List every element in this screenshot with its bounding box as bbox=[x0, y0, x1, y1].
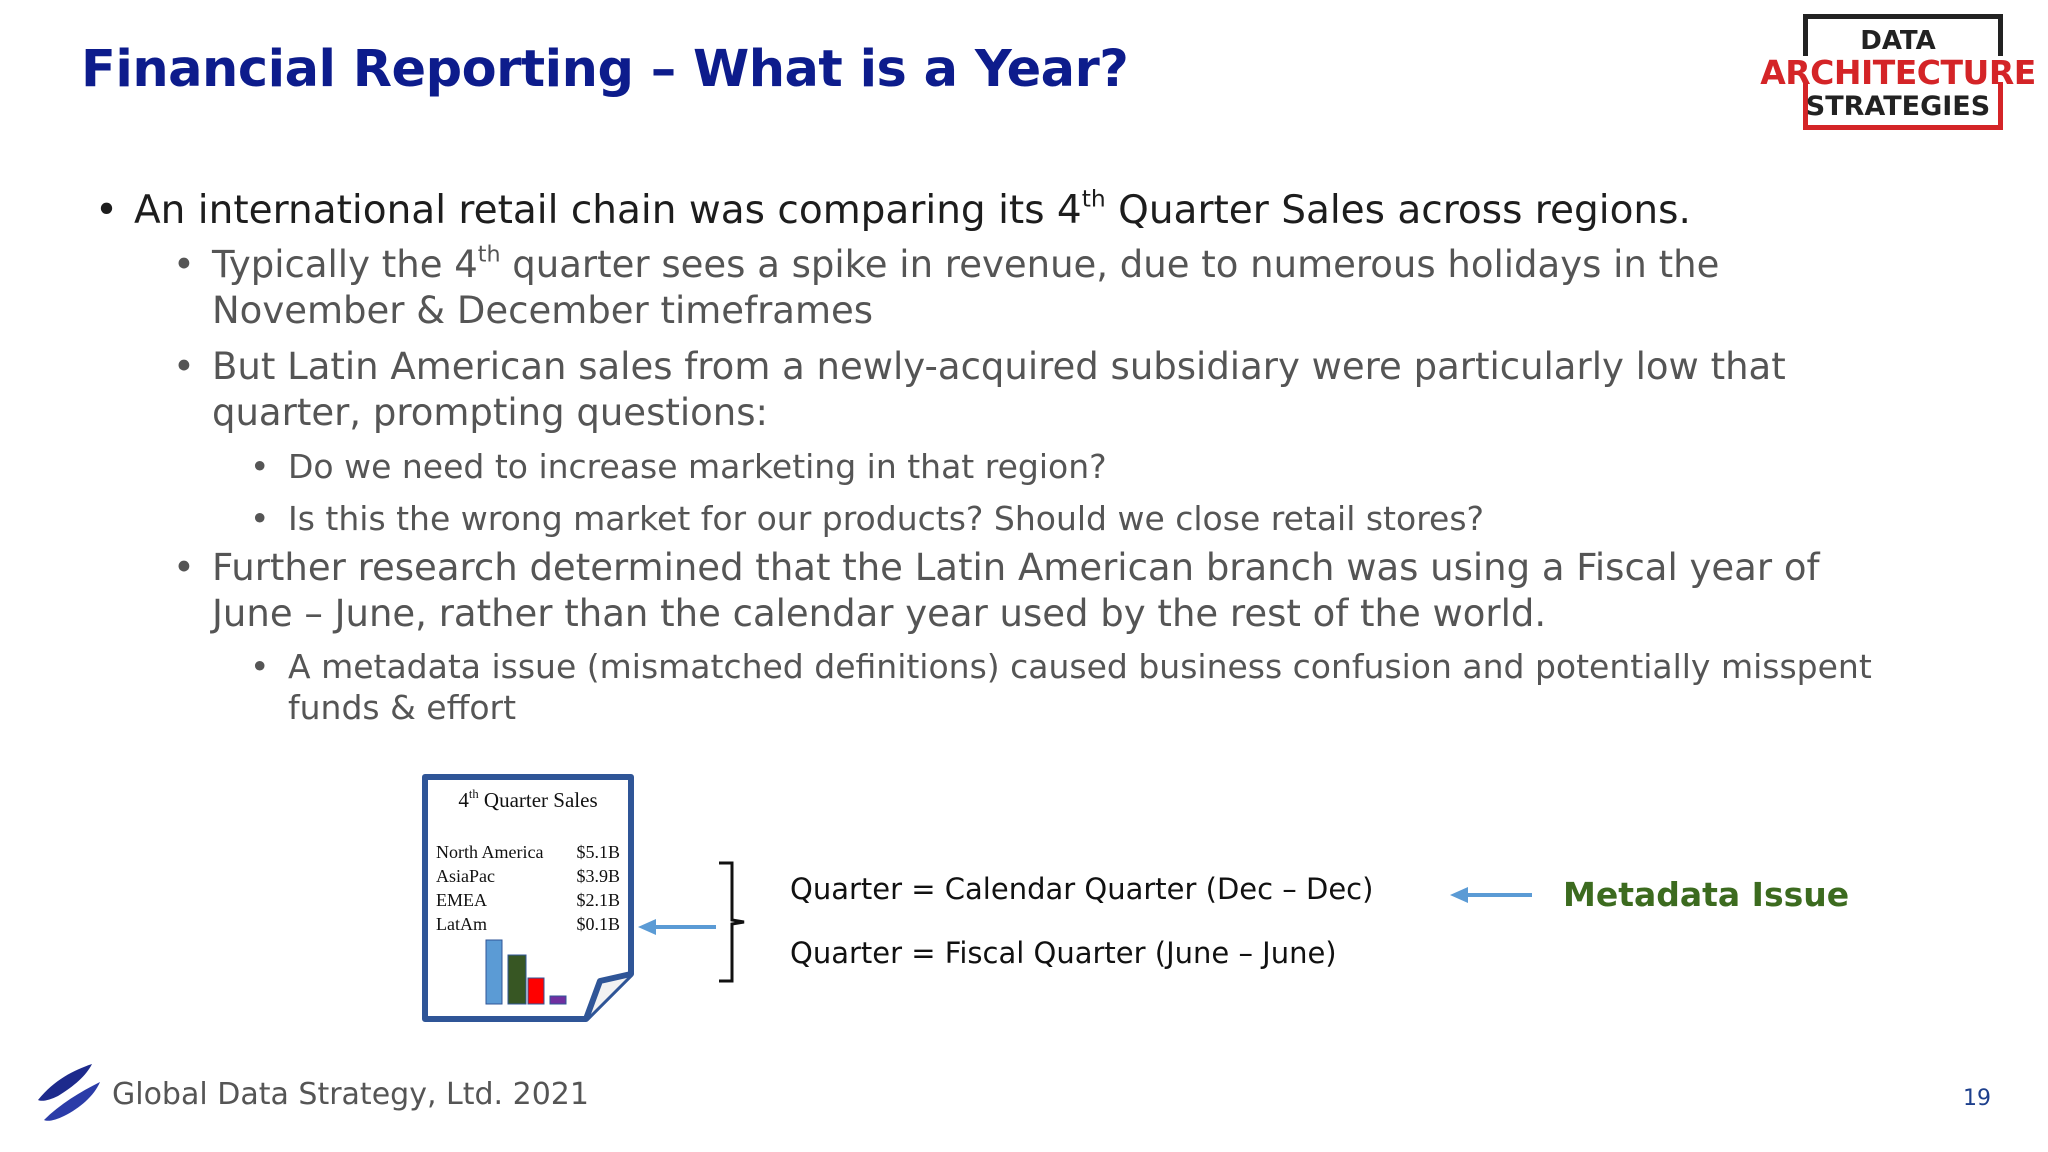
bullet-list: An international retail chain was compar… bbox=[95, 186, 1895, 728]
sales-row: AsiaPac $3.9B bbox=[436, 866, 620, 886]
logo-frame-bottom bbox=[1803, 82, 2003, 130]
global-data-strategy-logo-icon bbox=[38, 1064, 100, 1121]
document-outline bbox=[422, 774, 634, 1022]
sales-row: EMEA $2.1B bbox=[436, 890, 620, 910]
sales-bar bbox=[485, 939, 503, 1005]
bullet-fiscal-year-finding: Further research determined that the Lat… bbox=[95, 545, 1875, 637]
logo-line-1: DATA bbox=[1860, 26, 1936, 56]
footer-copyright: Global Data Strategy, Ltd. 2021 bbox=[112, 1077, 589, 1112]
arrow-left-icon bbox=[638, 919, 716, 935]
sales-bar bbox=[527, 977, 545, 1005]
page-number: 19 bbox=[1963, 1086, 1991, 1111]
sales-bar bbox=[507, 954, 527, 1005]
logo-line-3: STRATEGIES bbox=[1805, 91, 1991, 122]
quarter-sales-document: 4th Quarter Sales North America $5.1B Asi… bbox=[422, 774, 634, 1022]
sales-row: LatAm $0.1B bbox=[436, 914, 620, 934]
mini-bar-chart bbox=[485, 939, 567, 1005]
bullet-latam-sales-low: But Latin American sales from a newly-ac… bbox=[95, 344, 1875, 436]
fiscal-quarter-definition: Quarter = Fiscal Quarter (June – June) bbox=[790, 936, 1337, 970]
sales-bar bbox=[549, 995, 567, 1005]
logo-line-2: ARCHITECTURE bbox=[1760, 53, 2036, 92]
bullet-retail-chain: An international retail chain was compar… bbox=[95, 186, 1895, 236]
metadata-issue-label: Metadata Issue bbox=[1563, 875, 1850, 914]
right-brace-icon bbox=[719, 861, 745, 983]
bullet-wrong-market-question: Is this the wrong market for our product… bbox=[95, 498, 1875, 539]
arrow-left-icon bbox=[1450, 887, 1532, 903]
sales-row: North America $5.1B bbox=[436, 842, 620, 862]
sales-table: North America $5.1B AsiaPac $3.9B EMEA $2.1… bbox=[436, 840, 620, 936]
slide-title: Financial Reporting – What is a Year? bbox=[81, 40, 1129, 99]
document-title: 4th Quarter Sales bbox=[458, 787, 598, 812]
bullet-fourth-quarter-spike: Typically the 4th quarter sees a spike i… bbox=[95, 242, 1875, 334]
bullet-metadata-issue: A metadata issue (mismatched definitions… bbox=[95, 646, 1875, 728]
bullet-marketing-question: Do we need to increase marketing in that… bbox=[95, 446, 1875, 487]
logo-frame-top bbox=[1803, 14, 2003, 56]
calendar-quarter-definition: Quarter = Calendar Quarter (Dec – Dec) bbox=[790, 872, 1374, 906]
data-architecture-strategies-logo: DATA ARCHITECTURE STRATEGIES bbox=[1758, 12, 2038, 134]
